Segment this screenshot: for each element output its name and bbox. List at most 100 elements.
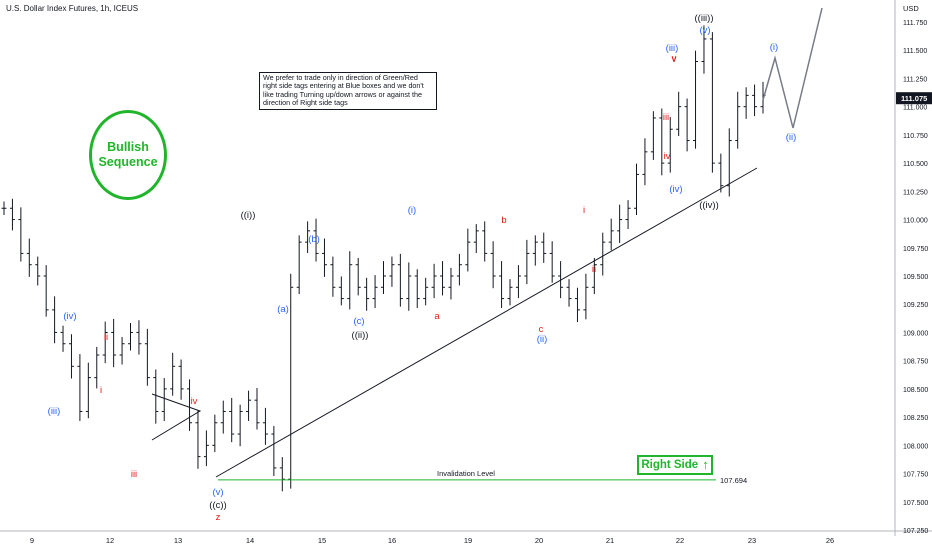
price-bar <box>423 277 429 306</box>
price-bar <box>490 241 496 289</box>
y-tick-label: 111.250 <box>903 76 927 83</box>
x-tick-label: 13 <box>174 536 182 545</box>
y-tick-label: 107.500 <box>903 500 928 507</box>
badge-line1: Bullish <box>107 140 149 154</box>
price-bar <box>187 379 193 431</box>
price-bar <box>372 275 378 309</box>
price-bar <box>338 276 344 306</box>
price-bar <box>473 224 479 253</box>
wave-label: a <box>434 311 440 322</box>
wave-label: (v) <box>699 25 710 36</box>
price-bar <box>161 378 167 421</box>
price-bar <box>667 117 673 173</box>
currency-label: USD <box>903 4 919 13</box>
price-bar <box>203 430 209 467</box>
wave-label: (iii) <box>666 43 679 54</box>
price-bar <box>111 318 117 368</box>
wave-label: v <box>672 53 677 64</box>
price-bar <box>77 354 83 421</box>
y-tick-label: 110.250 <box>903 189 928 196</box>
price-bar <box>330 256 336 297</box>
y-tick-label: 110.000 <box>903 218 928 225</box>
price-bar <box>85 362 91 419</box>
price-bar <box>482 221 488 262</box>
last-price-badge <box>896 92 932 105</box>
invalidation-value: 107.694 <box>720 476 747 485</box>
x-tick-label: 22 <box>676 536 684 545</box>
wave-label: (a) <box>277 304 289 315</box>
x-tick-label: 19 <box>464 536 472 545</box>
y-tick-label: 107.750 <box>903 472 928 479</box>
price-bar <box>718 153 724 193</box>
arrow-up-icon: ↑ <box>702 457 709 472</box>
price-bar <box>549 241 555 283</box>
price-bar <box>566 279 572 307</box>
price-bar <box>178 359 184 400</box>
wave-label: (iv) <box>669 184 682 195</box>
price-bar <box>381 261 386 295</box>
x-tick-label: 20 <box>535 536 543 545</box>
price-bar <box>246 390 252 421</box>
price-bar <box>288 273 294 489</box>
trendline <box>215 167 758 478</box>
price-bar <box>499 261 505 309</box>
wave-labels: ((iii))(v)(iii)viiiiv(iv)((iv))(i)(ii)ii… <box>48 13 797 523</box>
price-bar <box>212 414 218 453</box>
price-bar <box>52 296 58 344</box>
price-bar <box>701 25 707 74</box>
wave-label: (ii) <box>786 132 797 143</box>
price-bar <box>68 334 74 379</box>
price-bar <box>440 261 446 296</box>
price-bar <box>237 404 243 447</box>
price-bar <box>532 235 538 266</box>
chart-title: U.S. Dollar Index Futures, 1h, ICEUS <box>6 4 139 13</box>
wave-label: ii <box>592 264 596 275</box>
x-tick-label: 12 <box>106 536 114 545</box>
price-bar <box>752 84 758 117</box>
wave-label: ((iv)) <box>699 200 719 211</box>
price-bar <box>94 346 100 389</box>
y-tick-label: 108.000 <box>903 443 928 450</box>
price-bar <box>684 98 690 152</box>
wave-label: c <box>539 324 544 335</box>
wave-label: i <box>583 205 585 216</box>
y-tick-label: 109.000 <box>903 330 928 337</box>
wave-label: iv <box>664 151 671 162</box>
price-bar <box>136 320 142 355</box>
price-bar <box>735 91 741 149</box>
price-bar <box>170 352 176 396</box>
price-bar <box>600 232 606 276</box>
price-bar <box>659 108 665 176</box>
price-bar <box>583 273 589 320</box>
x-tick-label: 9 <box>30 536 34 545</box>
wave-label: (i) <box>770 42 778 53</box>
wave-label: (iv) <box>63 311 76 322</box>
right-side-label: Right Side <box>641 459 699 471</box>
projection-path <box>762 7 823 129</box>
price-bar <box>608 218 614 251</box>
price-bar <box>465 228 471 272</box>
wave-label: v <box>672 54 677 65</box>
badge-line2: Sequence <box>98 155 158 169</box>
wave-label: z <box>216 512 221 523</box>
wave-label: i <box>100 385 102 396</box>
x-tick-label: 14 <box>246 536 254 545</box>
price-bar <box>1 201 7 216</box>
price-bar <box>448 267 454 300</box>
price-bar <box>144 328 150 386</box>
invalidation-label: Invalidation Level <box>437 469 495 478</box>
price-bar <box>262 407 268 445</box>
price-bar <box>406 262 412 311</box>
wave-label: (c) <box>353 316 364 327</box>
wave-label: ii <box>104 332 108 343</box>
wave-label: (i) <box>408 205 416 216</box>
price-bar <box>389 256 395 287</box>
price-bar <box>102 321 108 364</box>
price-bar <box>347 251 353 310</box>
wave-label: ((ii)) <box>352 330 369 341</box>
price-bar <box>313 218 319 262</box>
price-bar <box>35 256 41 286</box>
x-tick-label: 26 <box>826 536 834 545</box>
